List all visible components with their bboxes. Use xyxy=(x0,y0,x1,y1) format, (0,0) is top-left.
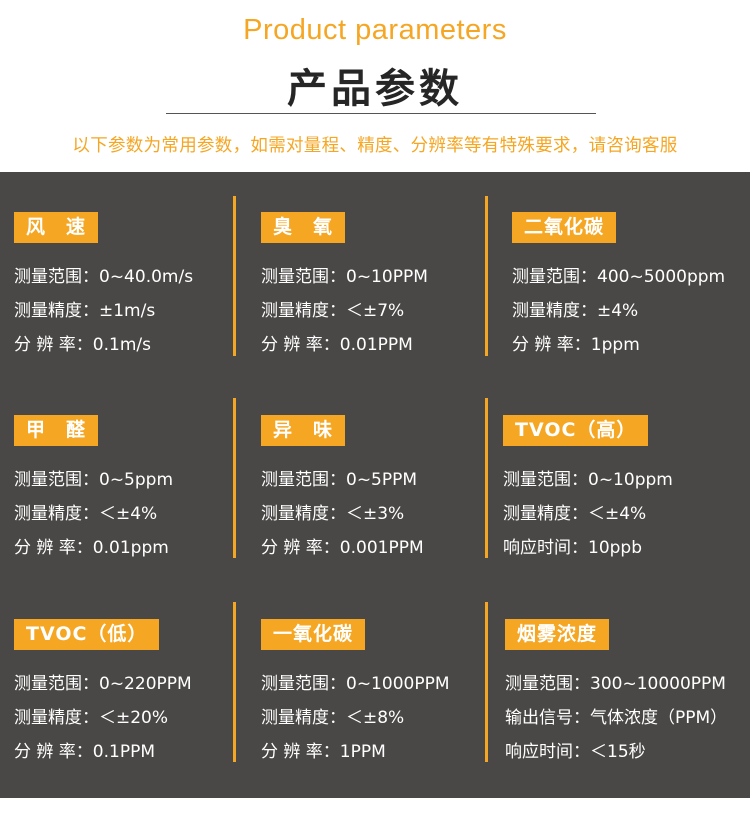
resolution-value: 分 辨 率：0.1PPM xyxy=(14,742,156,762)
resolution-value: 分 辨 率：1ppm xyxy=(512,335,640,355)
card-title: 风 速 xyxy=(14,212,99,243)
card-title: 甲 醛 xyxy=(14,415,99,446)
accuracy-value: 测量精度：＜±4% xyxy=(503,504,647,524)
card-ozone: 臭 氧 测量范围：0~10PPM 测量精度：＜±7% 分 辨 率：0.01PPM xyxy=(261,212,497,362)
accuracy-value: 测量精度：±4% xyxy=(512,301,639,321)
card-wind-speed: 风 速 测量范围：0~40.0m/s 测量精度：±1m/s 分 辨 率：0.1m… xyxy=(14,212,250,362)
column-divider xyxy=(485,398,488,558)
column-divider xyxy=(485,602,488,762)
resolution-value: 分 辨 率：0.1m/s xyxy=(14,335,151,355)
response-time-value: 响应时间：＜15秒 xyxy=(505,742,646,762)
card-title: 烟雾浓度 xyxy=(505,619,610,650)
column-divider xyxy=(485,196,488,356)
parameters-panel: 风 速 测量范围：0~40.0m/s 测量精度：±1m/s 分 辨 率：0.1m… xyxy=(0,172,750,798)
card-title: TVOC（高） xyxy=(503,415,649,446)
range-value: 测量范围：0~220PPM xyxy=(14,674,192,694)
range-value: 测量范围：0~5PPM xyxy=(261,470,418,490)
resolution-value: 分 辨 率：0.01PPM xyxy=(261,335,413,355)
resolution-value: 分 辨 率：0.01ppm xyxy=(14,538,169,558)
card-smoke-concentration: 烟雾浓度 测量范围：300~10000PPM 输出信号：气体浓度（PPM） 响应… xyxy=(505,619,741,769)
range-value: 测量范围：0~40.0m/s xyxy=(14,267,194,287)
range-value: 测量范围：0~5ppm xyxy=(14,470,174,490)
title-divider xyxy=(166,113,596,114)
accuracy-value: 测量精度：＜±3% xyxy=(261,504,405,524)
range-value: 测量范围：0~10PPM xyxy=(261,267,428,287)
card-tvoc-low: TVOC（低） 测量范围：0~220PPM 测量精度：＜±20% 分 辨 率：0… xyxy=(14,619,250,769)
column-divider xyxy=(233,196,236,356)
accuracy-value: 测量精度：±1m/s xyxy=(14,301,156,321)
card-title: 臭 氧 xyxy=(261,212,346,243)
card-title: 异 味 xyxy=(261,415,346,446)
response-time-value: 响应时间：10ppb xyxy=(503,538,643,558)
card-title: TVOC（低） xyxy=(14,619,160,650)
card-carbon-monoxide: 一氧化碳 测量范围：0~1000PPM 测量精度：＜±8% 分 辨 率：1PPM xyxy=(261,619,497,769)
card-title: 一氧化碳 xyxy=(261,619,366,650)
output-signal-value: 输出信号：气体浓度（PPM） xyxy=(505,708,728,728)
range-value: 测量范围：0~10ppm xyxy=(503,470,673,490)
column-divider xyxy=(233,602,236,762)
title-chinese: 产品参数 xyxy=(287,66,463,112)
bottom-margin xyxy=(0,798,750,827)
card-tvoc-high: TVOC（高） 测量范围：0~10ppm 测量精度：＜±4% 响应时间：10pp… xyxy=(503,415,739,565)
card-carbon-dioxide: 二氧化碳 测量范围：400~5000ppm 测量精度：±4% 分 辨 率：1pp… xyxy=(512,212,748,362)
resolution-value: 分 辨 率：1PPM xyxy=(261,742,386,762)
resolution-value: 分 辨 率：0.001PPM xyxy=(261,538,424,558)
range-value: 测量范围：0~1000PPM xyxy=(261,674,450,694)
range-value: 测量范围：400~5000ppm xyxy=(512,267,726,287)
accuracy-value: 测量精度：＜±8% xyxy=(261,708,405,728)
card-odor: 异 味 测量范围：0~5PPM 测量精度：＜±3% 分 辨 率：0.001PPM xyxy=(261,415,497,565)
subtitle-note: 以下参数为常用参数，如需对量程、精度、分辨率等有特殊要求，请咨询客服 xyxy=(72,136,678,156)
accuracy-value: 测量精度：＜±20% xyxy=(14,708,169,728)
card-formaldehyde: 甲 醛 测量范围：0~5ppm 测量精度：＜±4% 分 辨 率：0.01ppm xyxy=(14,415,250,565)
title-english: Product parameters xyxy=(243,14,507,46)
accuracy-value: 测量精度：＜±7% xyxy=(261,301,405,321)
range-value: 测量范围：300~10000PPM xyxy=(505,674,726,694)
column-divider xyxy=(233,398,236,558)
card-title: 二氧化碳 xyxy=(512,212,617,243)
accuracy-value: 测量精度：＜±4% xyxy=(14,504,158,524)
page-header: Product parameters 产品参数 以下参数为常用参数，如需对量程、… xyxy=(0,0,750,172)
